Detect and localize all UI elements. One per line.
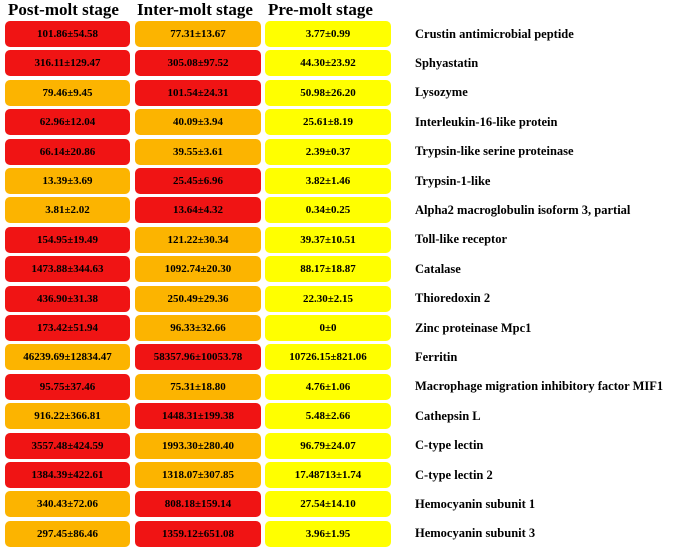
heatmap-cell: 1318.07±307.85 — [135, 462, 261, 488]
heatmap-cell: 25.45±6.96 — [135, 168, 261, 194]
heatmap-cell: 3.96±1.95 — [265, 520, 391, 547]
heatmap-cell: 44.30±23.92 — [265, 50, 391, 77]
heatmap-cell: 40.09±3.94 — [135, 109, 261, 136]
heatmap-cell: 22.30±2.15 — [265, 285, 391, 312]
heatmap-cell: 3.82±1.46 — [265, 168, 391, 194]
heatmap-cell: 101.86±54.58 — [5, 21, 130, 47]
heatmap-cell: 95.75±37.46 — [5, 373, 130, 400]
heatmap-cell: 916.22±366.81 — [5, 403, 130, 430]
heatmap-cell: 77.31±13.67 — [135, 21, 261, 47]
heatmap-cell: 17.48713±1.74 — [265, 462, 391, 488]
row-label: Crustin antimicrobial peptide — [415, 26, 574, 41]
row-label: Toll-like receptor — [415, 232, 507, 247]
heatmap-cell: 305.08±97.52 — [135, 50, 261, 77]
row-label: Cathepsin L — [415, 408, 481, 423]
heatmap-cell: 3.77±0.99 — [265, 21, 391, 47]
heatmap-cell: 75.31±18.80 — [135, 373, 261, 400]
heatmap-cell: 13.64±4.32 — [135, 197, 261, 224]
heatmap-cell: 4.76±1.06 — [265, 373, 391, 400]
heatmap-cell: 0.34±0.25 — [265, 197, 391, 224]
row-label: Thioredoxin 2 — [415, 291, 491, 306]
heatmap-cell: 39.55±3.61 — [135, 138, 261, 165]
heatmap-cell: 62.96±12.04 — [5, 109, 130, 136]
row-label: Ferritin — [415, 349, 458, 364]
heatmap-cell: 66.14±20.86 — [5, 138, 130, 165]
heatmap-cell: 808.18±159.14 — [135, 491, 261, 518]
column-header-pre-molt: Pre-molt stage — [268, 0, 373, 19]
row-label: Trypsin-1-like — [415, 173, 491, 188]
heatmap-cell: 0±0 — [265, 315, 391, 341]
heatmap-cell: 250.49±29.36 — [135, 285, 261, 312]
heatmap-cell: 10726.15±821.06 — [265, 344, 391, 371]
row-label: Trypsin-like serine proteinase — [415, 144, 574, 159]
heatmap-cell: 27.54±14.10 — [265, 491, 391, 518]
row-label: C-type lectin — [415, 438, 484, 453]
heatmap-cell: 1448.31±199.38 — [135, 403, 261, 430]
heatmap-cell: 101.54±24.31 — [135, 79, 261, 106]
heatmap-cell: 340.43±72.06 — [5, 491, 130, 518]
heatmap-cell: 1473.88±344.63 — [5, 256, 130, 283]
heatmap-cell: 173.42±51.94 — [5, 315, 130, 341]
heatmap-cell: 5.48±2.66 — [265, 403, 391, 430]
row-label: Sphyastatin — [415, 55, 479, 70]
heatmap-cell: 1384.39±422.61 — [5, 462, 130, 488]
heatmap-cell: 121.22±30.34 — [135, 226, 261, 253]
heatmap-cell: 13.39±3.69 — [5, 168, 130, 194]
row-label: C-type lectin 2 — [415, 467, 493, 482]
heatmap-cell: 96.79±24.07 — [265, 432, 391, 459]
row-label: Hemocyanin subunit 1 — [415, 496, 536, 511]
column-header-inter-molt: Inter-molt stage — [137, 0, 253, 19]
row-label: Catalase — [415, 261, 461, 276]
heatmap-cell: 2.39±0.37 — [265, 138, 391, 165]
heatmap-cell: 25.61±8.19 — [265, 109, 391, 136]
heatmap-cell: 58357.96±10053.78 — [135, 344, 261, 371]
heatmap-cell: 3.81±2.02 — [5, 197, 130, 224]
heatmap-cell: 88.17±18.87 — [265, 256, 391, 283]
column-header-post-molt: Post-molt stage — [8, 0, 119, 19]
heatmap-cell: 297.45±86.46 — [5, 520, 130, 547]
row-label: Hemocyanin subunit 3 — [415, 526, 536, 541]
heatmap-cell: 79.46±9.45 — [5, 79, 130, 106]
heatmap-cell: 1092.74±20.30 — [135, 256, 261, 283]
row-label: Zinc proteinase Mpc1 — [415, 320, 532, 335]
row-label: Macrophage migration inhibitory factor M… — [415, 379, 664, 394]
heatmap-cell: 1359.12±651.08 — [135, 520, 261, 547]
heatmap-cell: 3557.48±424.59 — [5, 432, 130, 459]
heatmap-cell: 39.37±10.51 — [265, 226, 391, 253]
heatmap-cell: 436.90±31.38 — [5, 285, 130, 312]
heatmap-cell: 96.33±32.66 — [135, 315, 261, 341]
row-label: Interleukin-16-like protein — [415, 114, 558, 129]
row-label: Lysozyme — [415, 85, 468, 100]
heatmap-cell: 46239.69±12834.47 — [5, 344, 130, 371]
row-label: Alpha2 macroglobulin isoform 3, partial — [415, 202, 631, 217]
heatmap-cell: 1993.30±280.40 — [135, 432, 261, 459]
heatmap-cell: 316.11±129.47 — [5, 50, 130, 77]
heatmap-cell: 154.95±19.49 — [5, 226, 130, 253]
heatmap-cell: 50.98±26.20 — [265, 79, 391, 106]
